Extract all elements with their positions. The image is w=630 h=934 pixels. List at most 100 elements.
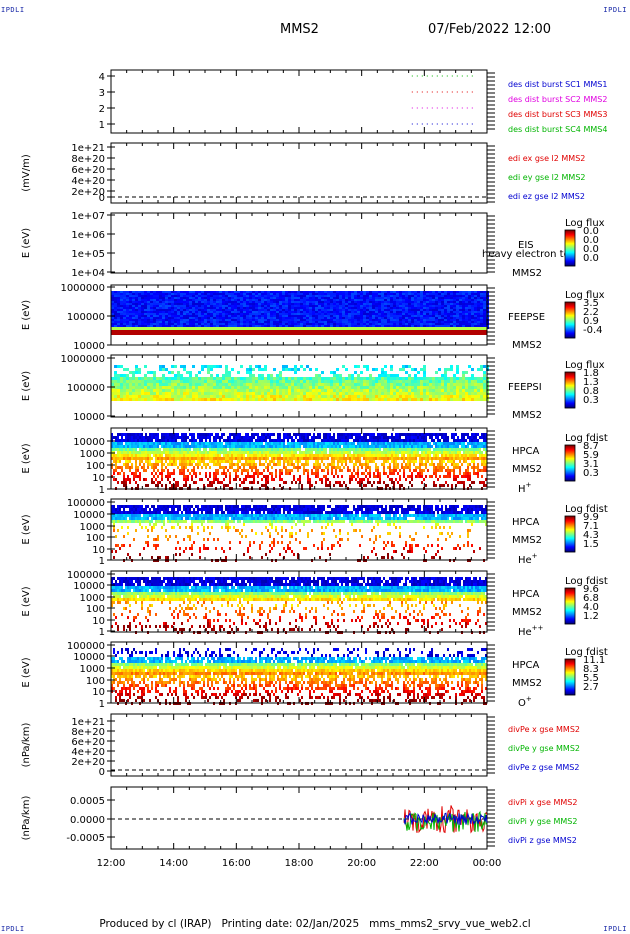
spectro-cell — [420, 325, 423, 327]
spectro-cell — [315, 377, 318, 380]
spectro-cell — [381, 321, 384, 323]
spectro-cell — [401, 442, 403, 445]
spectro-cell — [235, 442, 237, 445]
spectro-cell — [189, 386, 192, 389]
spectro-cell — [225, 442, 227, 445]
spectro-cell — [471, 317, 474, 319]
spectro-cell — [291, 315, 294, 317]
spectro-cell — [435, 293, 438, 295]
colorbar-frame — [564, 371, 576, 409]
spectro-cell — [288, 311, 291, 313]
spectro-cell — [261, 436, 263, 439]
spectro-cell — [462, 295, 465, 297]
spectro-cell — [429, 315, 432, 317]
spectro-cell — [297, 317, 300, 319]
spectro-cell — [213, 445, 215, 448]
spectro-cell — [453, 307, 456, 309]
spectro-cell — [390, 315, 393, 317]
spectro-cell — [393, 297, 396, 299]
spectro-cell — [126, 299, 129, 301]
spectro-cell — [395, 445, 397, 448]
spectro-cell — [399, 386, 402, 389]
instrument-label: heavy electron to — [482, 249, 570, 260]
spectro-cell — [377, 433, 379, 436]
spectro-cell — [183, 319, 186, 321]
spectro-cell — [417, 392, 420, 395]
spectro-cell — [480, 317, 483, 319]
spectro-cell — [114, 386, 117, 389]
spectro-cell — [183, 305, 186, 307]
spectro-cell — [126, 307, 129, 309]
spectro-cell — [261, 374, 264, 377]
spectro-cell — [375, 301, 378, 303]
spectro-cell — [390, 386, 393, 389]
spectro-cell — [201, 386, 204, 389]
spectro-cell — [321, 303, 324, 305]
spectro-cell — [453, 445, 455, 448]
spectro-cell — [162, 317, 165, 319]
spectro-cell — [129, 389, 132, 392]
spectro-cell — [225, 313, 228, 315]
spectro-cell — [120, 291, 123, 293]
spectro-cell — [115, 448, 117, 451]
spectro-cell — [351, 436, 353, 439]
spectro-cell — [413, 436, 415, 439]
spectro-cell — [477, 299, 480, 301]
spectro-cell — [312, 303, 315, 305]
spectro-cell — [111, 380, 114, 383]
spectro-cell — [165, 368, 168, 371]
spectro-cell — [111, 317, 114, 319]
spectro-cell — [384, 299, 387, 301]
spectro-cell — [111, 392, 114, 395]
spectro-cell — [258, 377, 261, 380]
spectro-cell — [369, 383, 372, 386]
spectro-cell — [183, 383, 186, 386]
spectro-cell — [222, 303, 225, 305]
spectro-cell — [126, 317, 129, 319]
spectro-cell — [471, 301, 474, 303]
spectro-cell — [276, 307, 279, 309]
spectro-cell — [243, 321, 246, 323]
spectro-cell — [150, 301, 153, 303]
spectro-cell — [321, 319, 324, 321]
spectro-cell — [327, 297, 330, 299]
spectro-cell — [114, 295, 117, 297]
spectro-cell — [384, 295, 387, 297]
spectro-cell — [297, 323, 300, 325]
spectro-cell — [387, 309, 390, 311]
spectro-cell — [120, 389, 123, 392]
spectro-cell — [198, 317, 201, 319]
spectro-cell — [165, 383, 168, 386]
spectro-cell — [111, 389, 114, 392]
spectro-cell — [306, 321, 309, 323]
spectro-cell — [168, 383, 171, 386]
spectro-cell — [375, 436, 377, 439]
spectro-cell — [462, 377, 465, 380]
spectro-cell — [258, 315, 261, 317]
spectro-cell — [150, 291, 153, 293]
spectro-cell — [378, 398, 381, 401]
spectro-cell — [405, 386, 408, 389]
spectro-cell — [375, 398, 378, 401]
spectro-cell — [193, 436, 195, 439]
spectro-cell — [279, 395, 282, 398]
spectro-cell — [186, 389, 189, 392]
spectro-cell — [245, 436, 247, 439]
spectro-cell — [465, 439, 467, 442]
spectro-cell — [237, 371, 240, 374]
spectro-cell — [373, 439, 375, 442]
spectro-cell — [127, 439, 129, 442]
spectro-cell — [135, 371, 138, 374]
spectro-cell — [423, 386, 426, 389]
spectro-cell — [348, 311, 351, 313]
spectro-cell — [162, 291, 165, 293]
spectro-cell — [264, 380, 267, 383]
spectro-cell — [483, 313, 486, 315]
spectro-cell — [331, 442, 333, 445]
spectro-cell — [421, 436, 423, 439]
spectro-cell — [372, 303, 375, 305]
spectro-cell — [186, 307, 189, 309]
spectro-cell — [315, 307, 318, 309]
spectro-cell — [120, 377, 123, 380]
spectro-cell — [372, 295, 375, 297]
